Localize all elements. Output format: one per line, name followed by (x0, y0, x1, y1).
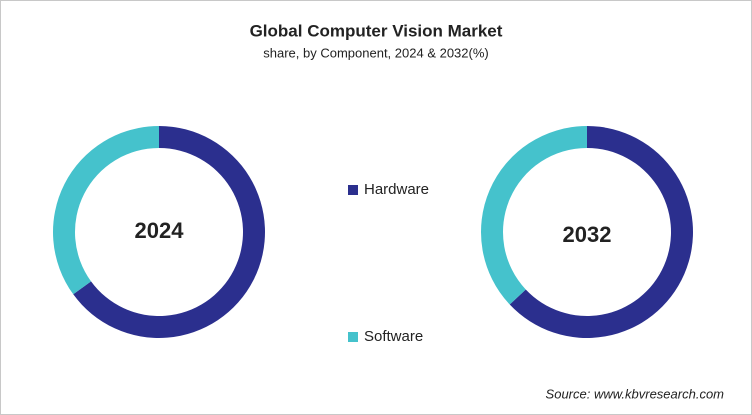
chart-title: Global Computer Vision Market (250, 21, 503, 40)
legend-label: Software (364, 328, 423, 345)
donut-slice (509, 126, 693, 338)
legend-swatch (348, 332, 358, 342)
donut-slice (481, 126, 587, 305)
legend-label: Hardware (364, 181, 429, 198)
donut-label: 2024 (135, 218, 185, 243)
donut-slice (53, 126, 159, 295)
donut-label: 2032 (563, 222, 612, 247)
chart-subtitle: share, by Component, 2024 & 2032(%) (263, 45, 488, 60)
source: Source: www.kbvresearch.com (546, 386, 725, 401)
legend-swatch (348, 185, 358, 195)
